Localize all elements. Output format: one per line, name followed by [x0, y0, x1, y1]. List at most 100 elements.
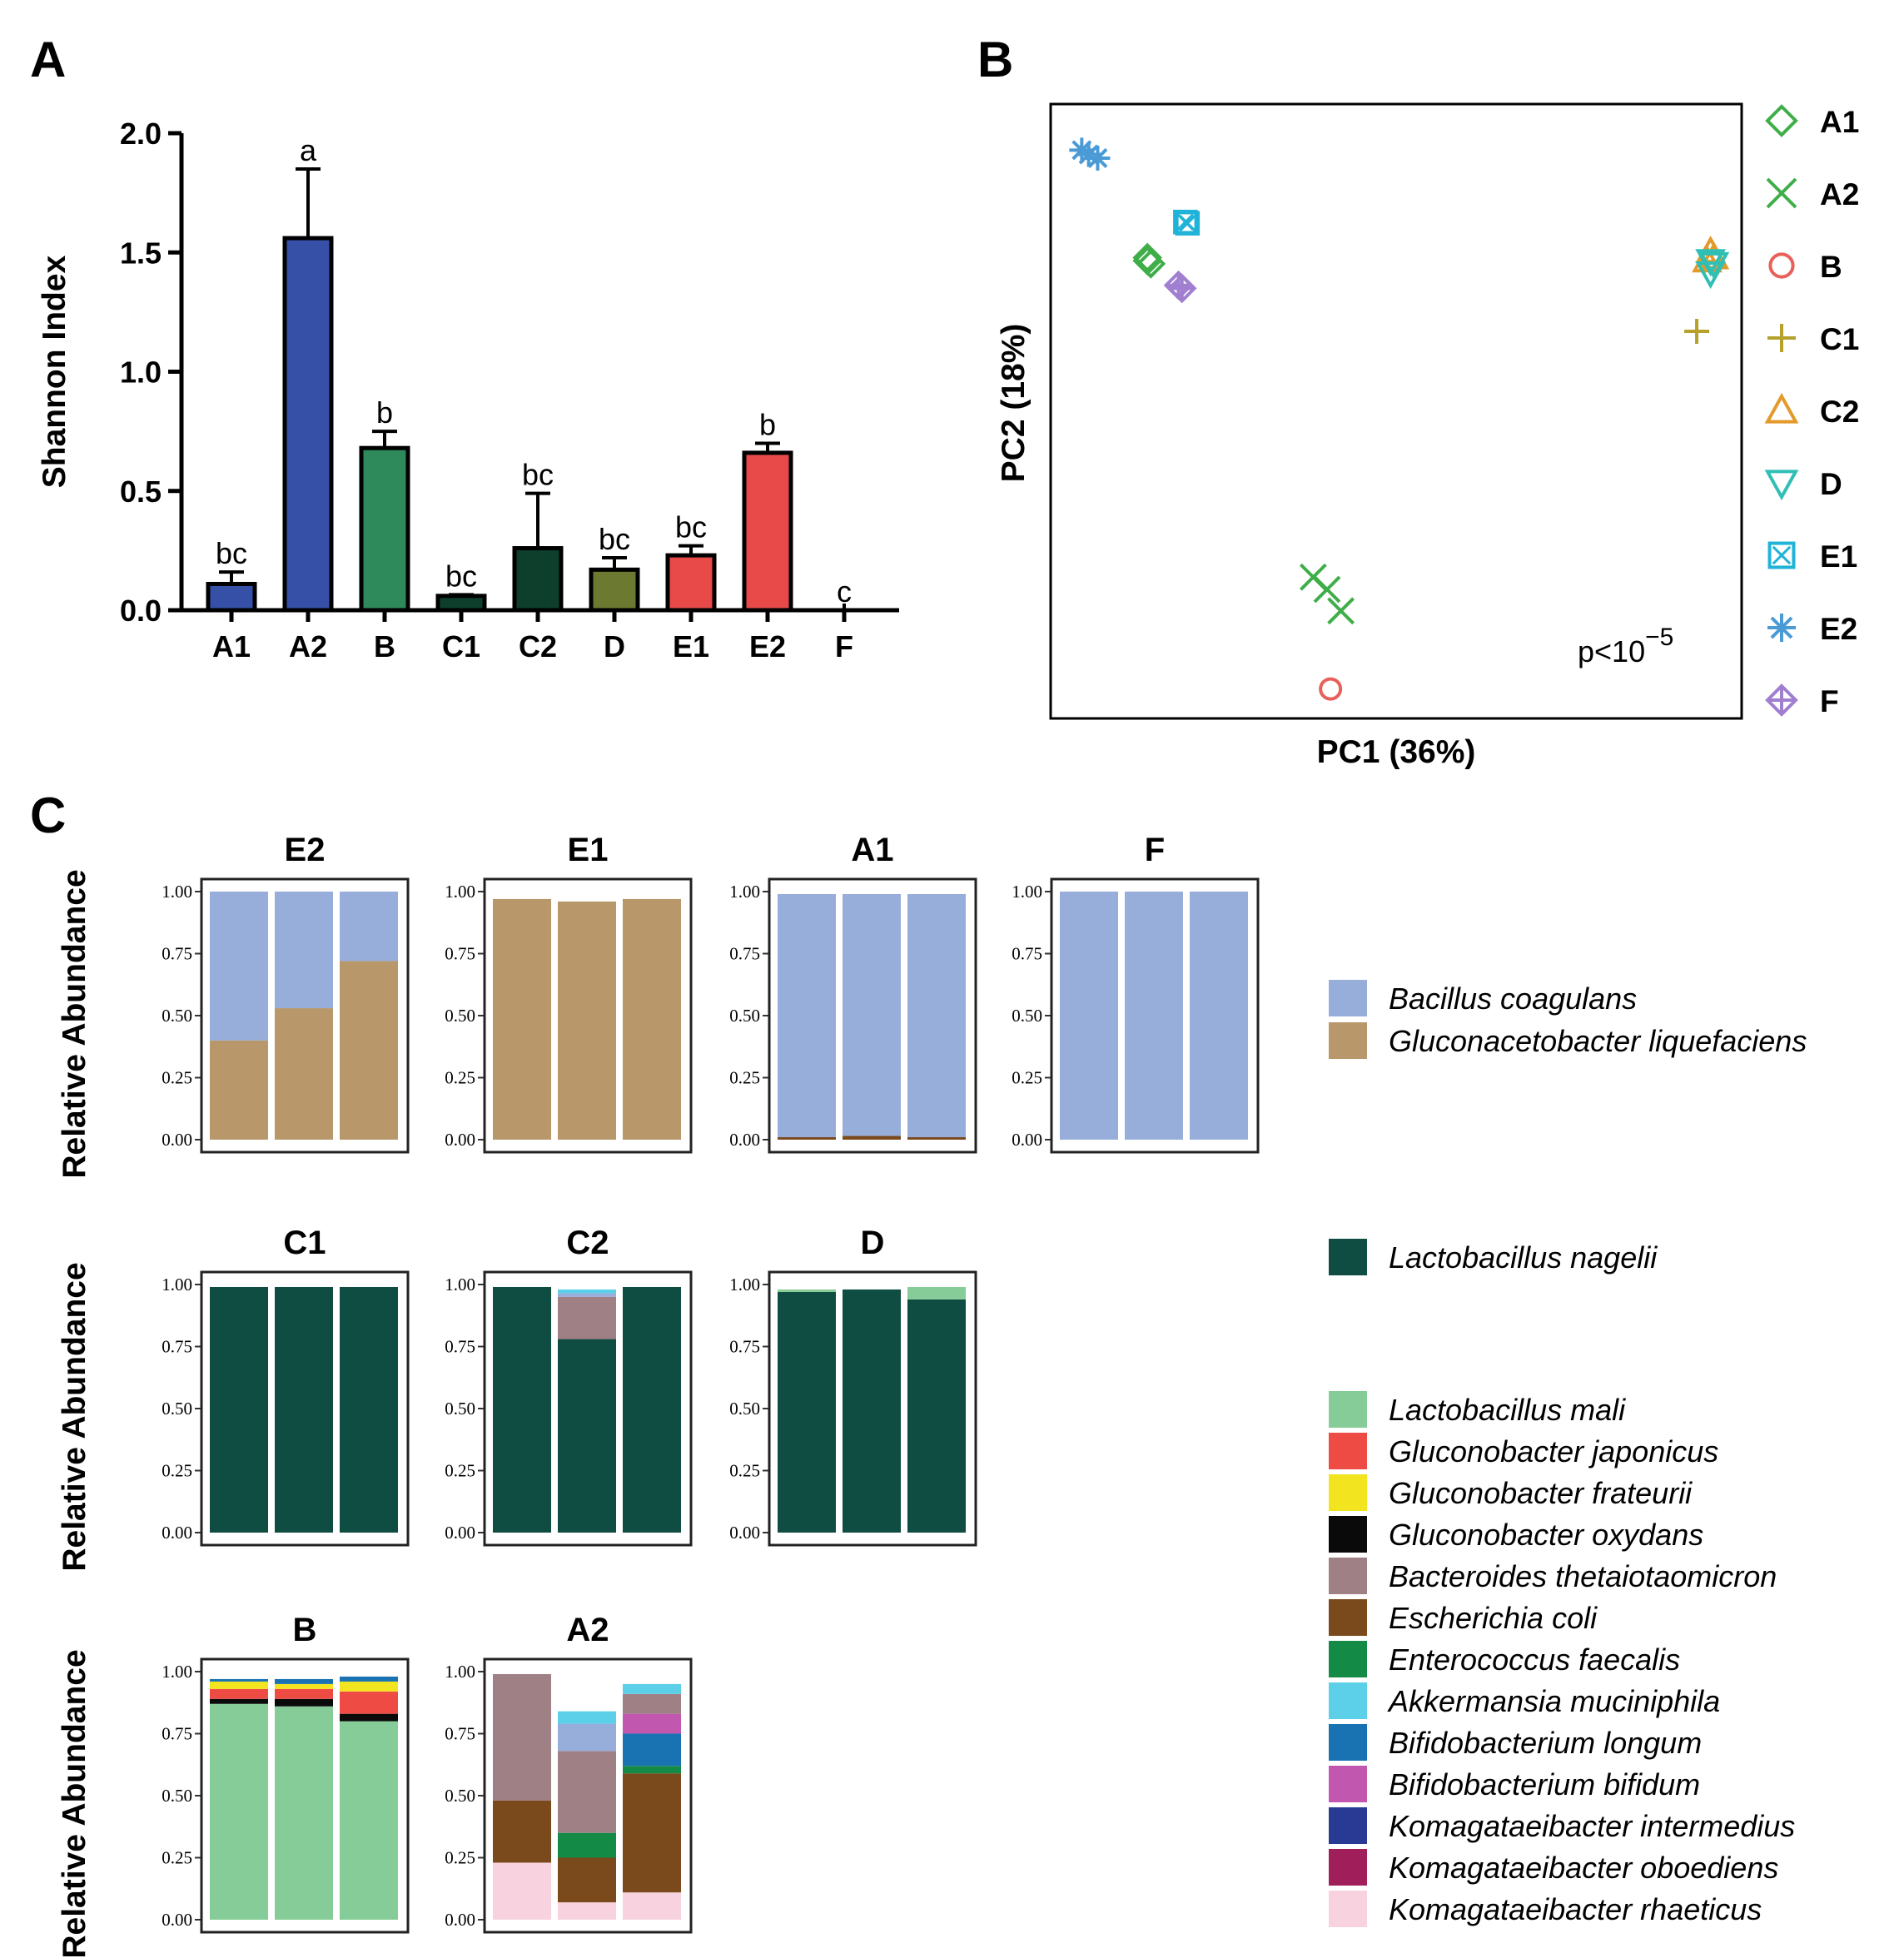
stack-segment-gluconobacter-oxydans	[340, 1713, 398, 1722]
y-tick-label: 1.00	[729, 1275, 760, 1295]
stack-segment-komagataeibacter-rhaeticus	[493, 1862, 551, 1920]
marker-shape	[1175, 211, 1201, 236]
marker-stroke	[1299, 563, 1327, 591]
stack-segment-bacillus-coagulans	[1190, 892, 1248, 1140]
legend-swatch-gluconacetobacter-liquefaciens	[1329, 1022, 1367, 1059]
legend-swatch-escherichia-coli	[1329, 1599, 1367, 1636]
facet-a2: A2 0.00 0.25 0.50 0.75 1.00	[445, 1612, 693, 1934]
stack-segment-lactobacillus-nagelii	[778, 1291, 836, 1533]
y-tick-label: 1.5	[120, 236, 162, 270]
stack-segment-gluconobacter-frateurii	[275, 1683, 333, 1689]
stack-segment-escherichia-coli	[493, 1800, 551, 1863]
x-tick-label: C2	[519, 629, 557, 663]
y-tick-label: 0.50	[729, 1006, 760, 1026]
y-tick-label: 0.75	[729, 1337, 760, 1357]
point-c2	[1692, 245, 1723, 273]
marker-shape	[1764, 392, 1799, 424]
y-tick-label: 0.00	[162, 1523, 192, 1543]
plot-frame	[1049, 102, 1743, 720]
facet-title: E1	[568, 832, 609, 868]
bar-a2	[282, 236, 334, 613]
legend-swatch-bacteroides-thetaiotaomicron	[1329, 1558, 1367, 1594]
legend-label-enterococcus-faecalis: Enterococcus faecalis	[1389, 1642, 1680, 1677]
legend-label-gluconobacter-oxydans: Gluconobacter oxydans	[1389, 1518, 1703, 1552]
species-legend: Bacillus coagulans Gluconacetobacter liqu…	[1329, 980, 1807, 1927]
x-tick-label: E2	[749, 629, 786, 663]
legend-swatch-bacillus-coagulans	[1329, 980, 1367, 1016]
significance-letter: c	[837, 574, 852, 609]
stack-segment-bacteroides-thetaiotaomicron	[558, 1296, 616, 1339]
legend-label-bifidobacterium-longum: Bifidobacterium longum	[1389, 1726, 1702, 1760]
panel-label-c: C	[30, 788, 66, 843]
facet-title: E2	[285, 832, 326, 868]
stack-segment-gluconacetobacter-liquefaciens	[558, 901, 616, 1140]
y-axis-title-row-3: Relative Abundance	[57, 1649, 92, 1958]
pca-scatter-plot: PC1 (36%) PC2 (18%) p<10−5 A1 A2 B C1 C2 D E1 E2 F	[996, 102, 1859, 770]
marker-stroke	[1772, 545, 1792, 565]
y-tick-label: 0.25	[445, 1848, 475, 1868]
x-tick-label: C1	[442, 629, 480, 663]
stack-segment-lactobacillus-mali	[210, 1703, 268, 1920]
y-tick-label: 0.50	[162, 1006, 192, 1026]
legend-marker-e2	[1767, 614, 1796, 642]
marker-shape	[1764, 470, 1799, 501]
facet-c1: C1 0.00 0.25 0.50 0.75 1.00	[162, 1225, 410, 1547]
y-tick-label: 0.50	[162, 1786, 192, 1806]
bar-c2	[512, 546, 564, 613]
stack-segment-bifidobacterium-longum	[275, 1678, 333, 1684]
legend-label-escherichia-coli: Escherichia coli	[1389, 1601, 1598, 1635]
stack-segment-gluconacetobacter-liquefaciens	[340, 961, 398, 1140]
stack-segment-bacillus-coagulans	[558, 1723, 616, 1752]
y-tick-label: 1.00	[162, 882, 192, 902]
stack-segment-lactobacillus-mali	[907, 1286, 966, 1300]
stack-segment-bifidobacterium-longum	[210, 1678, 268, 1682]
facet-frame	[1050, 877, 1260, 1154]
marker-stroke	[1327, 597, 1355, 625]
stack-segment-lactobacillus-nagelii	[843, 1289, 901, 1533]
y-tick-label: 0.25	[162, 1461, 192, 1481]
stack-segment-gluconobacter-oxydans	[275, 1698, 333, 1707]
stack-segment-enterococcus-faecalis	[558, 1832, 616, 1858]
y-tick-label: 0.25	[729, 1461, 760, 1481]
y-tick-label: 2.0	[120, 117, 162, 151]
legend-label-lactobacillus-mali: Lactobacillus mali	[1389, 1393, 1626, 1427]
legend-label-lactobacillus-nagelii: Lactobacillus nagelii	[1389, 1240, 1658, 1275]
marker-stroke	[1078, 144, 1099, 165]
x-tick-label: E1	[673, 629, 709, 663]
stack-segment-bacillus-coagulans	[1060, 892, 1118, 1140]
legend-swatch-komagataeibacter-oboediens	[1329, 1849, 1367, 1886]
point-a1	[1132, 246, 1163, 276]
legend-label-gluconobacter-frateurii: Gluconobacter frateurii	[1389, 1476, 1693, 1510]
marker-shape	[1132, 246, 1163, 276]
x-tick-label: D	[604, 629, 625, 663]
marker-stroke	[1179, 215, 1196, 232]
legend-label-komagataeibacter-rhaeticus: Komagataeibacter rhaeticus	[1389, 1892, 1762, 1926]
stack-segment-akkermansia-muciniphila	[558, 1711, 616, 1724]
legend-swatch-enterococcus-faecalis	[1329, 1641, 1367, 1677]
stack-segment-komagataeibacter-rhaeticus	[623, 1892, 681, 1920]
stack-segment-gluconacetobacter-liquefaciens	[623, 898, 681, 1140]
point-a2	[1327, 597, 1355, 625]
stack-segment-gluconacetobacter-liquefaciens	[210, 1040, 268, 1140]
stack-segment-bifidobacterium-longum	[340, 1676, 398, 1682]
y-tick-label: 0.75	[445, 1724, 475, 1744]
stack-segment-gluconacetobacter-liquefaciens	[493, 898, 551, 1140]
legend-label-e2: E2	[1820, 612, 1857, 646]
y-axis-title-row-1: Relative Abundance	[57, 869, 92, 1178]
y-tick-label: 0.25	[729, 1068, 760, 1088]
stack-segment-bacillus-coagulans	[558, 1293, 616, 1297]
y-tick-label: 0.25	[162, 1068, 192, 1088]
significance-letter: bc	[445, 559, 477, 593]
legend-label-e1: E1	[1820, 539, 1857, 574]
facet-b: B 0.00 0.25 0.50 0.75 1.00	[162, 1612, 410, 1934]
stack-segment-lactobacillus-nagelii	[275, 1286, 333, 1533]
stack-segment-lactobacillus-nagelii	[558, 1339, 616, 1533]
y-tick-label: 0.50	[162, 1399, 192, 1419]
marker-shape	[1319, 677, 1343, 701]
y-tick-label: 0.75	[162, 944, 192, 964]
point-a2	[1313, 575, 1341, 604]
stack-segment-lactobacillus-mali	[275, 1706, 333, 1920]
legend-label-akkermansia-muciniphila: Akkermansia muciniphila	[1387, 1684, 1720, 1718]
stack-segment-lactobacillus-nagelii	[623, 1286, 681, 1533]
